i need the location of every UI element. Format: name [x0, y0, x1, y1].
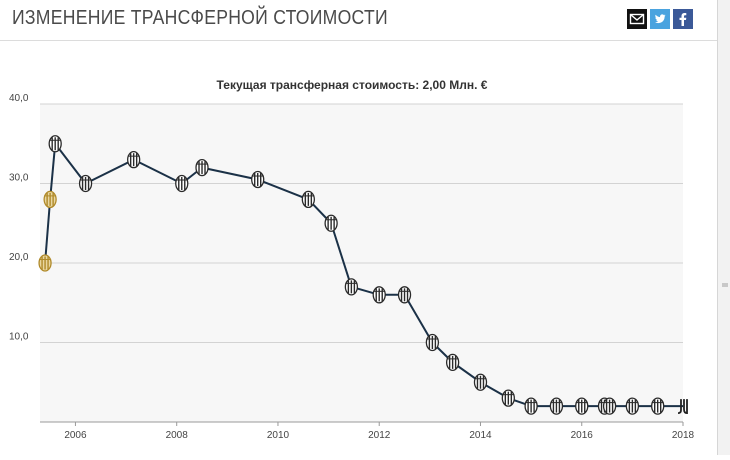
data-point-marker[interactable] — [301, 190, 315, 209]
data-point-marker[interactable] — [524, 397, 538, 415]
twitter-icon — [650, 9, 670, 29]
data-point-marker[interactable] — [501, 389, 515, 407]
data-point-marker[interactable] — [195, 158, 209, 177]
data-point-marker[interactable] — [78, 174, 93, 193]
twitter-share-button[interactable] — [650, 9, 670, 29]
chart-title: Текущая трансферная стоимость: 2,00 Млн.… — [217, 78, 488, 92]
y-tick-label: 40,0 — [9, 93, 29, 104]
y-tick-label: 20,0 — [9, 252, 29, 263]
data-point-marker[interactable] — [175, 174, 189, 193]
data-point-marker[interactable] — [38, 254, 52, 272]
gutter-marker — [722, 283, 728, 287]
x-tick-label: 2008 — [166, 430, 189, 441]
y-tick-label: 30,0 — [9, 173, 29, 184]
page-scroll-gutter — [718, 0, 730, 455]
market-value-chart: Текущая трансферная стоимость: 2,00 Млн.… — [0, 41, 717, 455]
panel-header: ИЗМЕНЕНИЕ ТРАНСФЕРНОЙ СТОИМОСТИ — [0, 0, 717, 41]
x-tick-label: 2018 — [672, 430, 695, 441]
data-point-marker[interactable] — [575, 397, 589, 415]
facebook-icon — [673, 9, 693, 29]
data-point-marker[interactable] — [445, 353, 460, 372]
data-point-marker[interactable] — [625, 397, 640, 415]
market-value-panel: ИЗМЕНЕНИЕ ТРАНСФЕРНОЙ СТОИМОСТИ Текущая … — [0, 0, 718, 455]
data-point-marker[interactable] — [48, 135, 62, 153]
data-point-marker[interactable] — [324, 214, 338, 232]
data-point-marker[interactable] — [344, 278, 359, 296]
mail-icon — [627, 9, 647, 29]
x-tick-label: 2014 — [469, 430, 492, 441]
x-tick-label: 2016 — [571, 430, 594, 441]
chart-svg: Текущая трансферная стоимость: 2,00 Млн.… — [9, 78, 695, 441]
data-point-marker[interactable] — [473, 373, 488, 391]
y-tick-label: 10,0 — [9, 332, 29, 343]
data-point-marker[interactable] — [549, 397, 564, 415]
facebook-share-button[interactable] — [673, 9, 693, 29]
x-tick-label: 2012 — [368, 430, 391, 441]
x-tick-label: 2006 — [64, 430, 87, 441]
x-tick-label: 2010 — [267, 430, 290, 441]
data-point-marker[interactable] — [677, 399, 688, 415]
data-point-marker[interactable] — [602, 397, 617, 415]
data-point-marker[interactable] — [425, 333, 440, 352]
panel-title: ИЗМЕНЕНИЕ ТРАНСФЕРНОЙ СТОИМОСТИ — [12, 7, 388, 29]
data-point-marker[interactable] — [251, 170, 265, 189]
mail-share-button[interactable] — [627, 9, 647, 29]
data-point-marker[interactable] — [127, 151, 141, 169]
data-point-marker[interactable] — [397, 286, 412, 304]
data-point-marker[interactable] — [372, 286, 386, 304]
data-point-marker[interactable] — [43, 190, 57, 209]
data-point-marker[interactable] — [651, 397, 665, 415]
